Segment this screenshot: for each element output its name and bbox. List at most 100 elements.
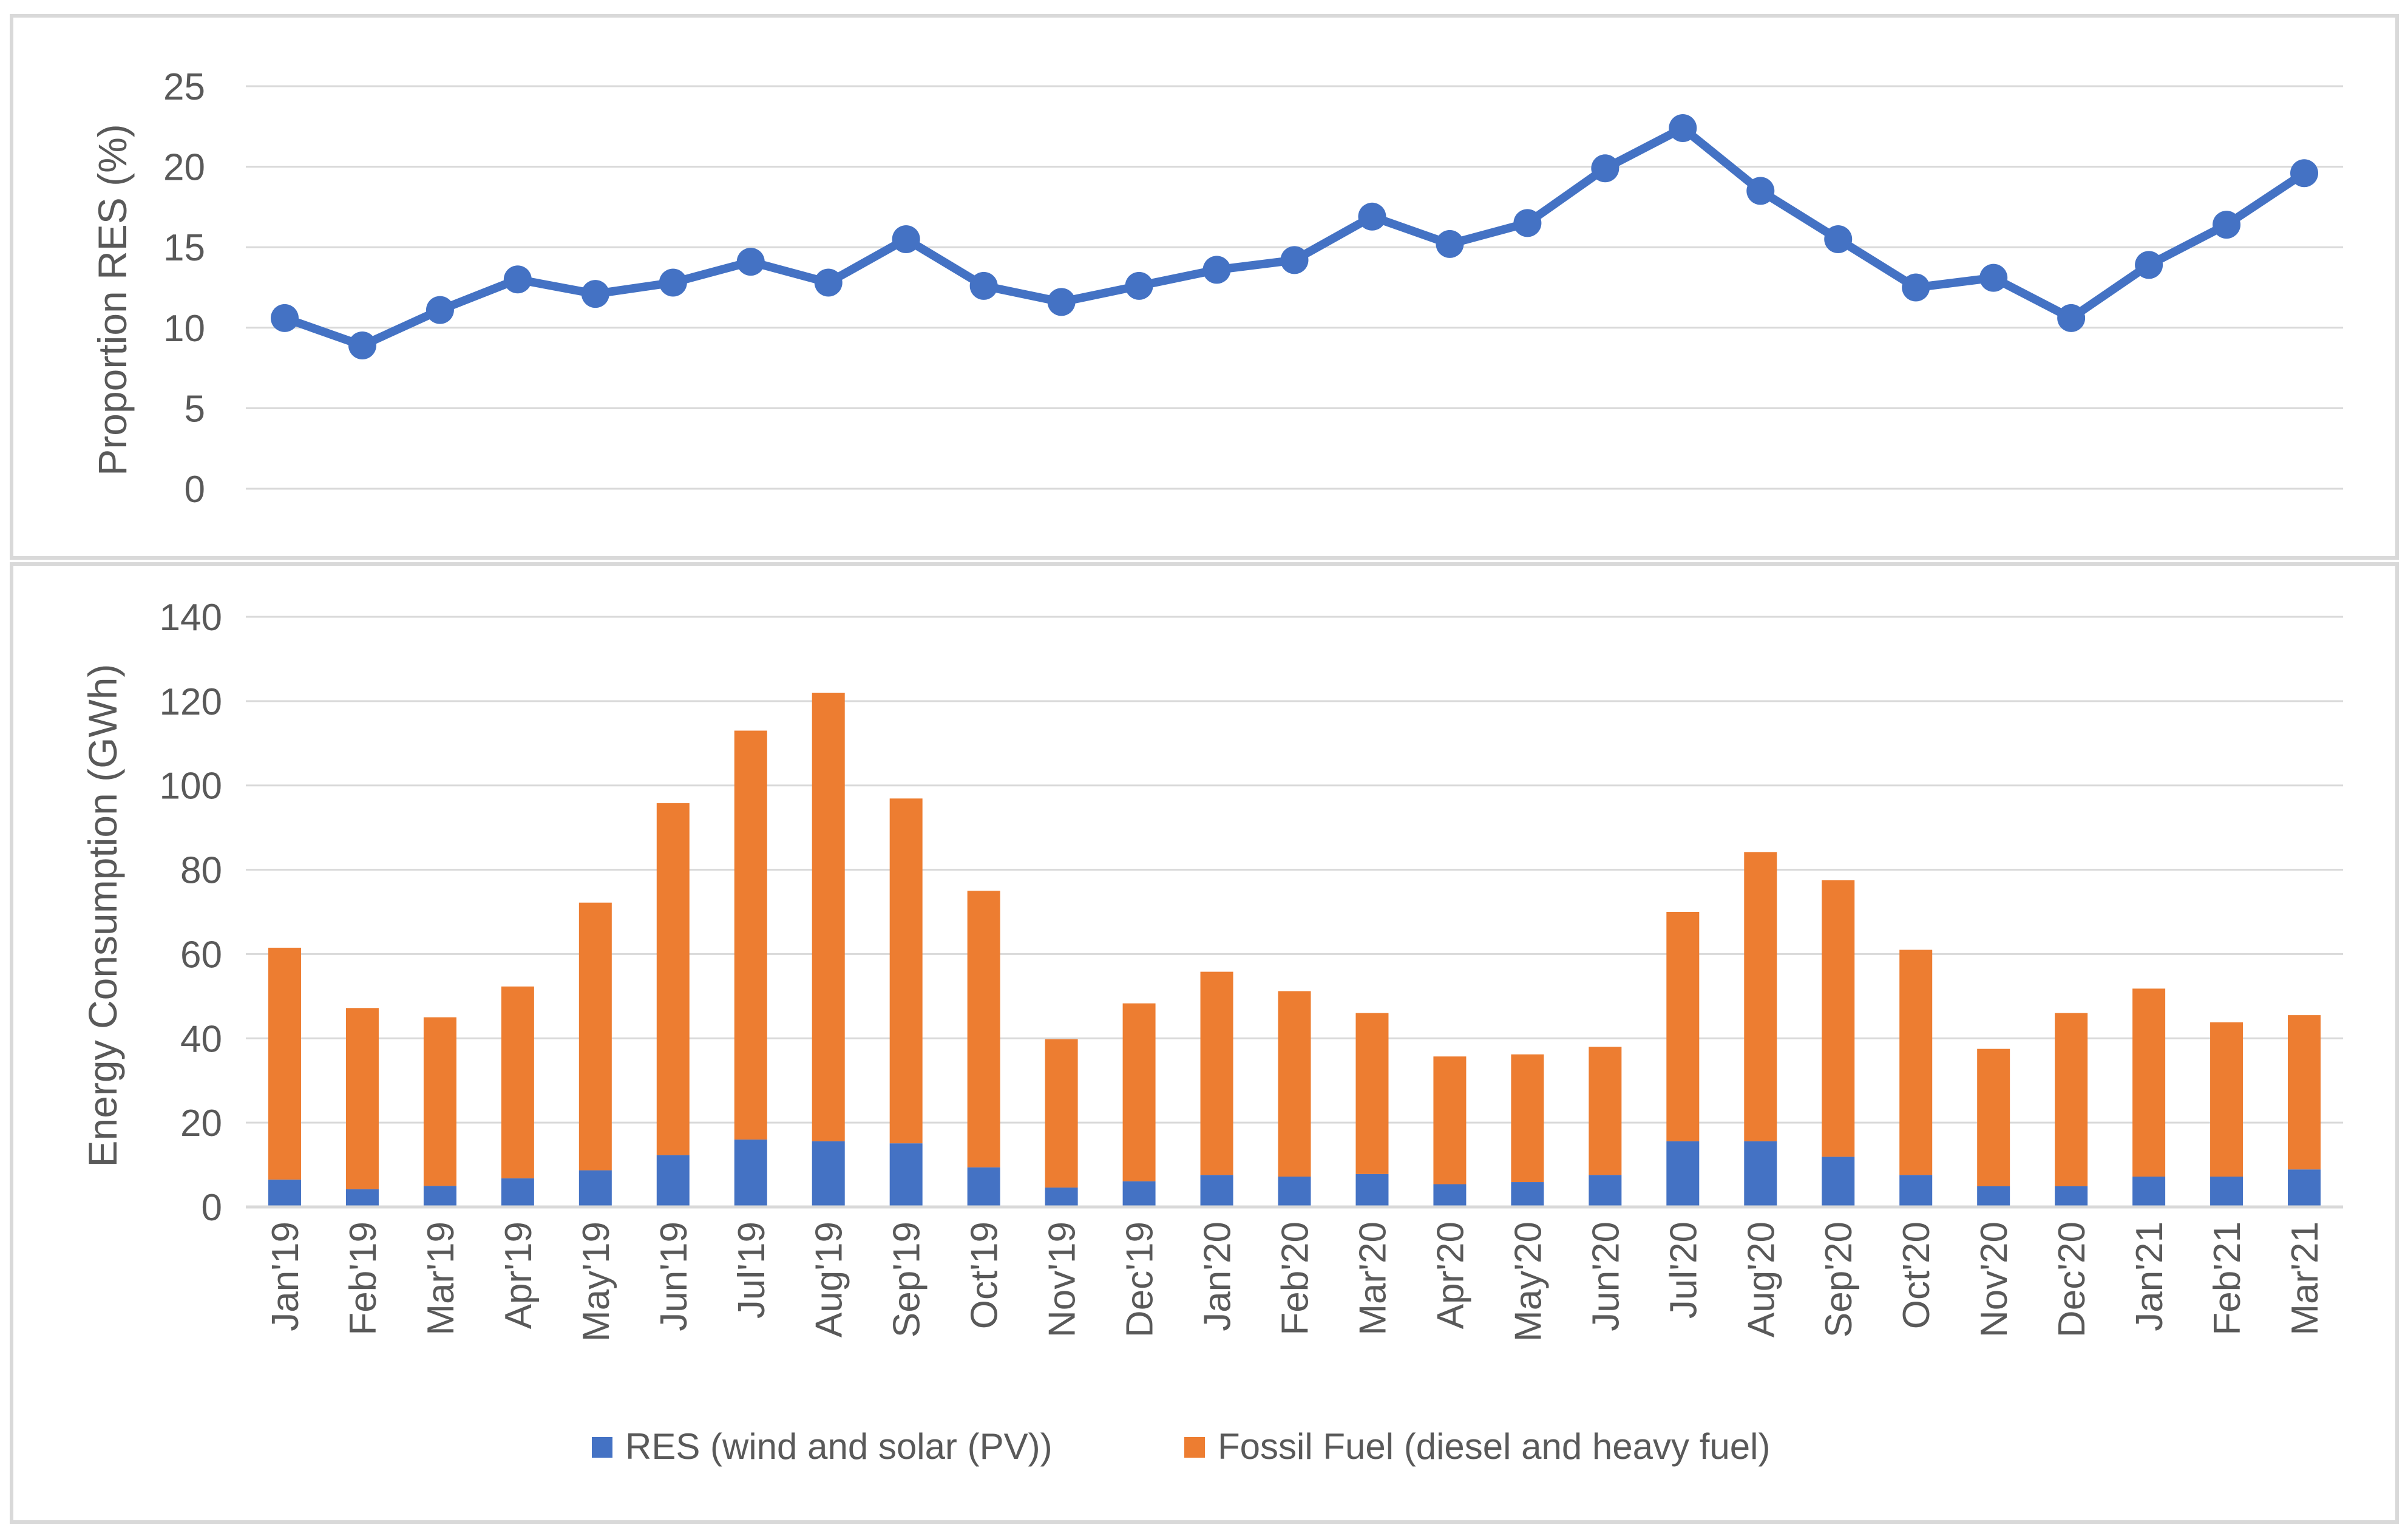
res-point-jan-20 (1202, 256, 1231, 284)
res-point-oct-20 (1902, 273, 1930, 302)
res-point-sep-20 (1824, 225, 1853, 253)
x-tick-aug-20: Aug'20 (1740, 1222, 1782, 1337)
bar-res-jul-19 (734, 1139, 767, 1207)
x-tick-jun-20: Jun'20 (1585, 1222, 1627, 1331)
bar-fossil-nov-19 (1045, 1039, 1078, 1188)
bar-res-mar-20 (1355, 1174, 1389, 1207)
bar-fossil-nov-20 (1977, 1048, 2010, 1186)
top-y-tick-20: 20 (163, 147, 205, 189)
res-point-apr-19 (503, 265, 532, 294)
legend-swatch-fossil (1184, 1437, 1205, 1458)
res-point-mar-19 (426, 296, 454, 324)
res-point-mar-20 (1358, 202, 1386, 231)
bar-fossil-sep-19 (889, 798, 923, 1144)
bar-fossil-apr-20 (1433, 1056, 1467, 1184)
x-tick-feb-21: Feb'21 (2206, 1222, 2248, 1336)
bottom-y-tick-labels: 0 20 40 60 80 100 120 140 (160, 597, 222, 1229)
res-point-nov-20 (1979, 263, 2008, 292)
x-tick-sep-20: Sep'20 (1818, 1222, 1860, 1337)
bar-res-jan-19 (268, 1179, 301, 1207)
bar-res-oct-20 (1899, 1175, 1933, 1207)
bar-fossil-oct-20 (1899, 950, 1933, 1175)
x-tick-feb-20: Feb'20 (1275, 1222, 1317, 1336)
bar-res-aug-20 (1744, 1141, 1777, 1207)
x-tick-oct-19: Oct'19 (964, 1222, 1006, 1329)
res-point-jun-19 (659, 268, 687, 297)
res-point-dec-19 (1125, 271, 1153, 300)
x-tick-may-20: May'20 (1507, 1222, 1549, 1342)
bar-fossil-feb-19 (345, 1008, 379, 1189)
bar-fossil-feb-21 (2210, 1022, 2244, 1177)
bar-fossil-dec-19 (1122, 1003, 1156, 1181)
bar-res-apr-20 (1433, 1184, 1467, 1207)
res-point-mar-21 (2290, 159, 2319, 188)
bar-fossil-apr-19 (501, 986, 534, 1178)
line-chart-res-proportion: 0 5 10 15 20 25 Proportion RES (%) (90, 66, 2343, 511)
bar-res-jan-20 (1200, 1175, 1233, 1207)
bar-fossil-oct-19 (967, 891, 1000, 1167)
x-tick-dec-19: Dec'19 (1119, 1222, 1161, 1337)
bar-fossil-aug-19 (812, 692, 845, 1141)
res-point-feb-21 (2213, 211, 2241, 239)
bar-fossil-jun-20 (1589, 1047, 1622, 1175)
bottom-y-tick-0: 0 (202, 1187, 222, 1229)
res-point-oct-19 (969, 271, 998, 300)
top-gridlines (246, 85, 2343, 490)
x-tick-aug-19: Aug'19 (809, 1222, 850, 1337)
bottom-x-tick-labels: Jan'19 Feb'19 Mar'19 Apr'19 May'19 Jun'19 Jul'… (265, 1222, 2326, 1342)
bar-fossil-jun-19 (656, 803, 690, 1155)
res-point-dec-20 (2057, 304, 2086, 332)
bottom-y-tick-100: 100 (160, 766, 222, 807)
res-proportion-points (270, 114, 2319, 359)
top-y-tick-labels: 0 5 10 15 20 25 (163, 66, 205, 511)
res-point-aug-19 (814, 268, 843, 297)
bottom-y-tick-80: 80 (180, 850, 222, 892)
bottom-y-tick-40: 40 (180, 1018, 222, 1060)
bottom-y-tick-20: 20 (180, 1103, 222, 1144)
legend: RES (wind and solar (PV)) Fossil Fuel (d… (592, 1426, 1770, 1467)
bar-fossil-jul-19 (734, 730, 767, 1140)
bar-res-jun-19 (656, 1155, 690, 1207)
top-y-tick-10: 10 (163, 308, 205, 350)
bar-res-jul-20 (1666, 1141, 1700, 1207)
bar-fossil-may-19 (578, 902, 612, 1171)
bar-fossil-sep-20 (1822, 880, 1855, 1157)
res-point-aug-20 (1746, 177, 1775, 205)
res-point-jan-19 (270, 304, 299, 332)
top-panel-frame (10, 14, 2399, 560)
bar-res-oct-19 (967, 1167, 1000, 1207)
x-tick-dec-20: Dec'20 (2051, 1222, 2093, 1337)
bar-res-may-19 (578, 1170, 612, 1207)
x-tick-mar-21: Mar'21 (2284, 1222, 2326, 1336)
energy-bars (268, 692, 2321, 1207)
x-tick-oct-20: Oct'20 (1896, 1222, 1938, 1329)
res-point-jun-20 (1591, 154, 1619, 183)
x-tick-mar-19: Mar'19 (420, 1222, 462, 1336)
x-tick-apr-19: Apr'19 (498, 1222, 540, 1329)
bottom-y-tick-140: 140 (160, 597, 222, 639)
top-y-tick-15: 15 (163, 227, 205, 269)
res-point-may-20 (1513, 209, 1542, 237)
x-tick-may-19: May'19 (575, 1222, 617, 1342)
bar-res-jan-21 (2132, 1177, 2166, 1207)
bar-fossil-aug-20 (1744, 852, 1777, 1141)
top-y-axis-label: Proportion RES (%) (90, 124, 135, 476)
bar-res-may-20 (1511, 1182, 1544, 1207)
bottom-y-axis-label: Energy Consumption (GWh) (80, 664, 125, 1167)
top-y-tick-0: 0 (185, 469, 205, 511)
bar-fossil-jan-19 (268, 948, 301, 1180)
x-tick-jan-20: Jan'20 (1197, 1222, 1239, 1331)
stacked-bar-chart-energy: 0 20 40 60 80 100 120 140 Energy Consumption (G… (80, 597, 2343, 1342)
bar-res-feb-19 (345, 1189, 379, 1207)
bottom-y-tick-60: 60 (180, 934, 222, 976)
top-y-tick-25: 25 (163, 66, 205, 108)
x-tick-jan-19: Jan'19 (265, 1222, 307, 1331)
legend-label-fossil: Fossil Fuel (diesel and heavy fuel) (1218, 1426, 1770, 1467)
top-y-tick-5: 5 (185, 388, 205, 430)
bar-res-sep-20 (1822, 1157, 1855, 1207)
x-tick-nov-20: Nov'20 (1973, 1222, 2015, 1337)
bar-res-mar-21 (2288, 1169, 2321, 1207)
x-tick-sep-19: Sep'19 (886, 1222, 928, 1337)
bar-res-nov-20 (1977, 1186, 2010, 1207)
